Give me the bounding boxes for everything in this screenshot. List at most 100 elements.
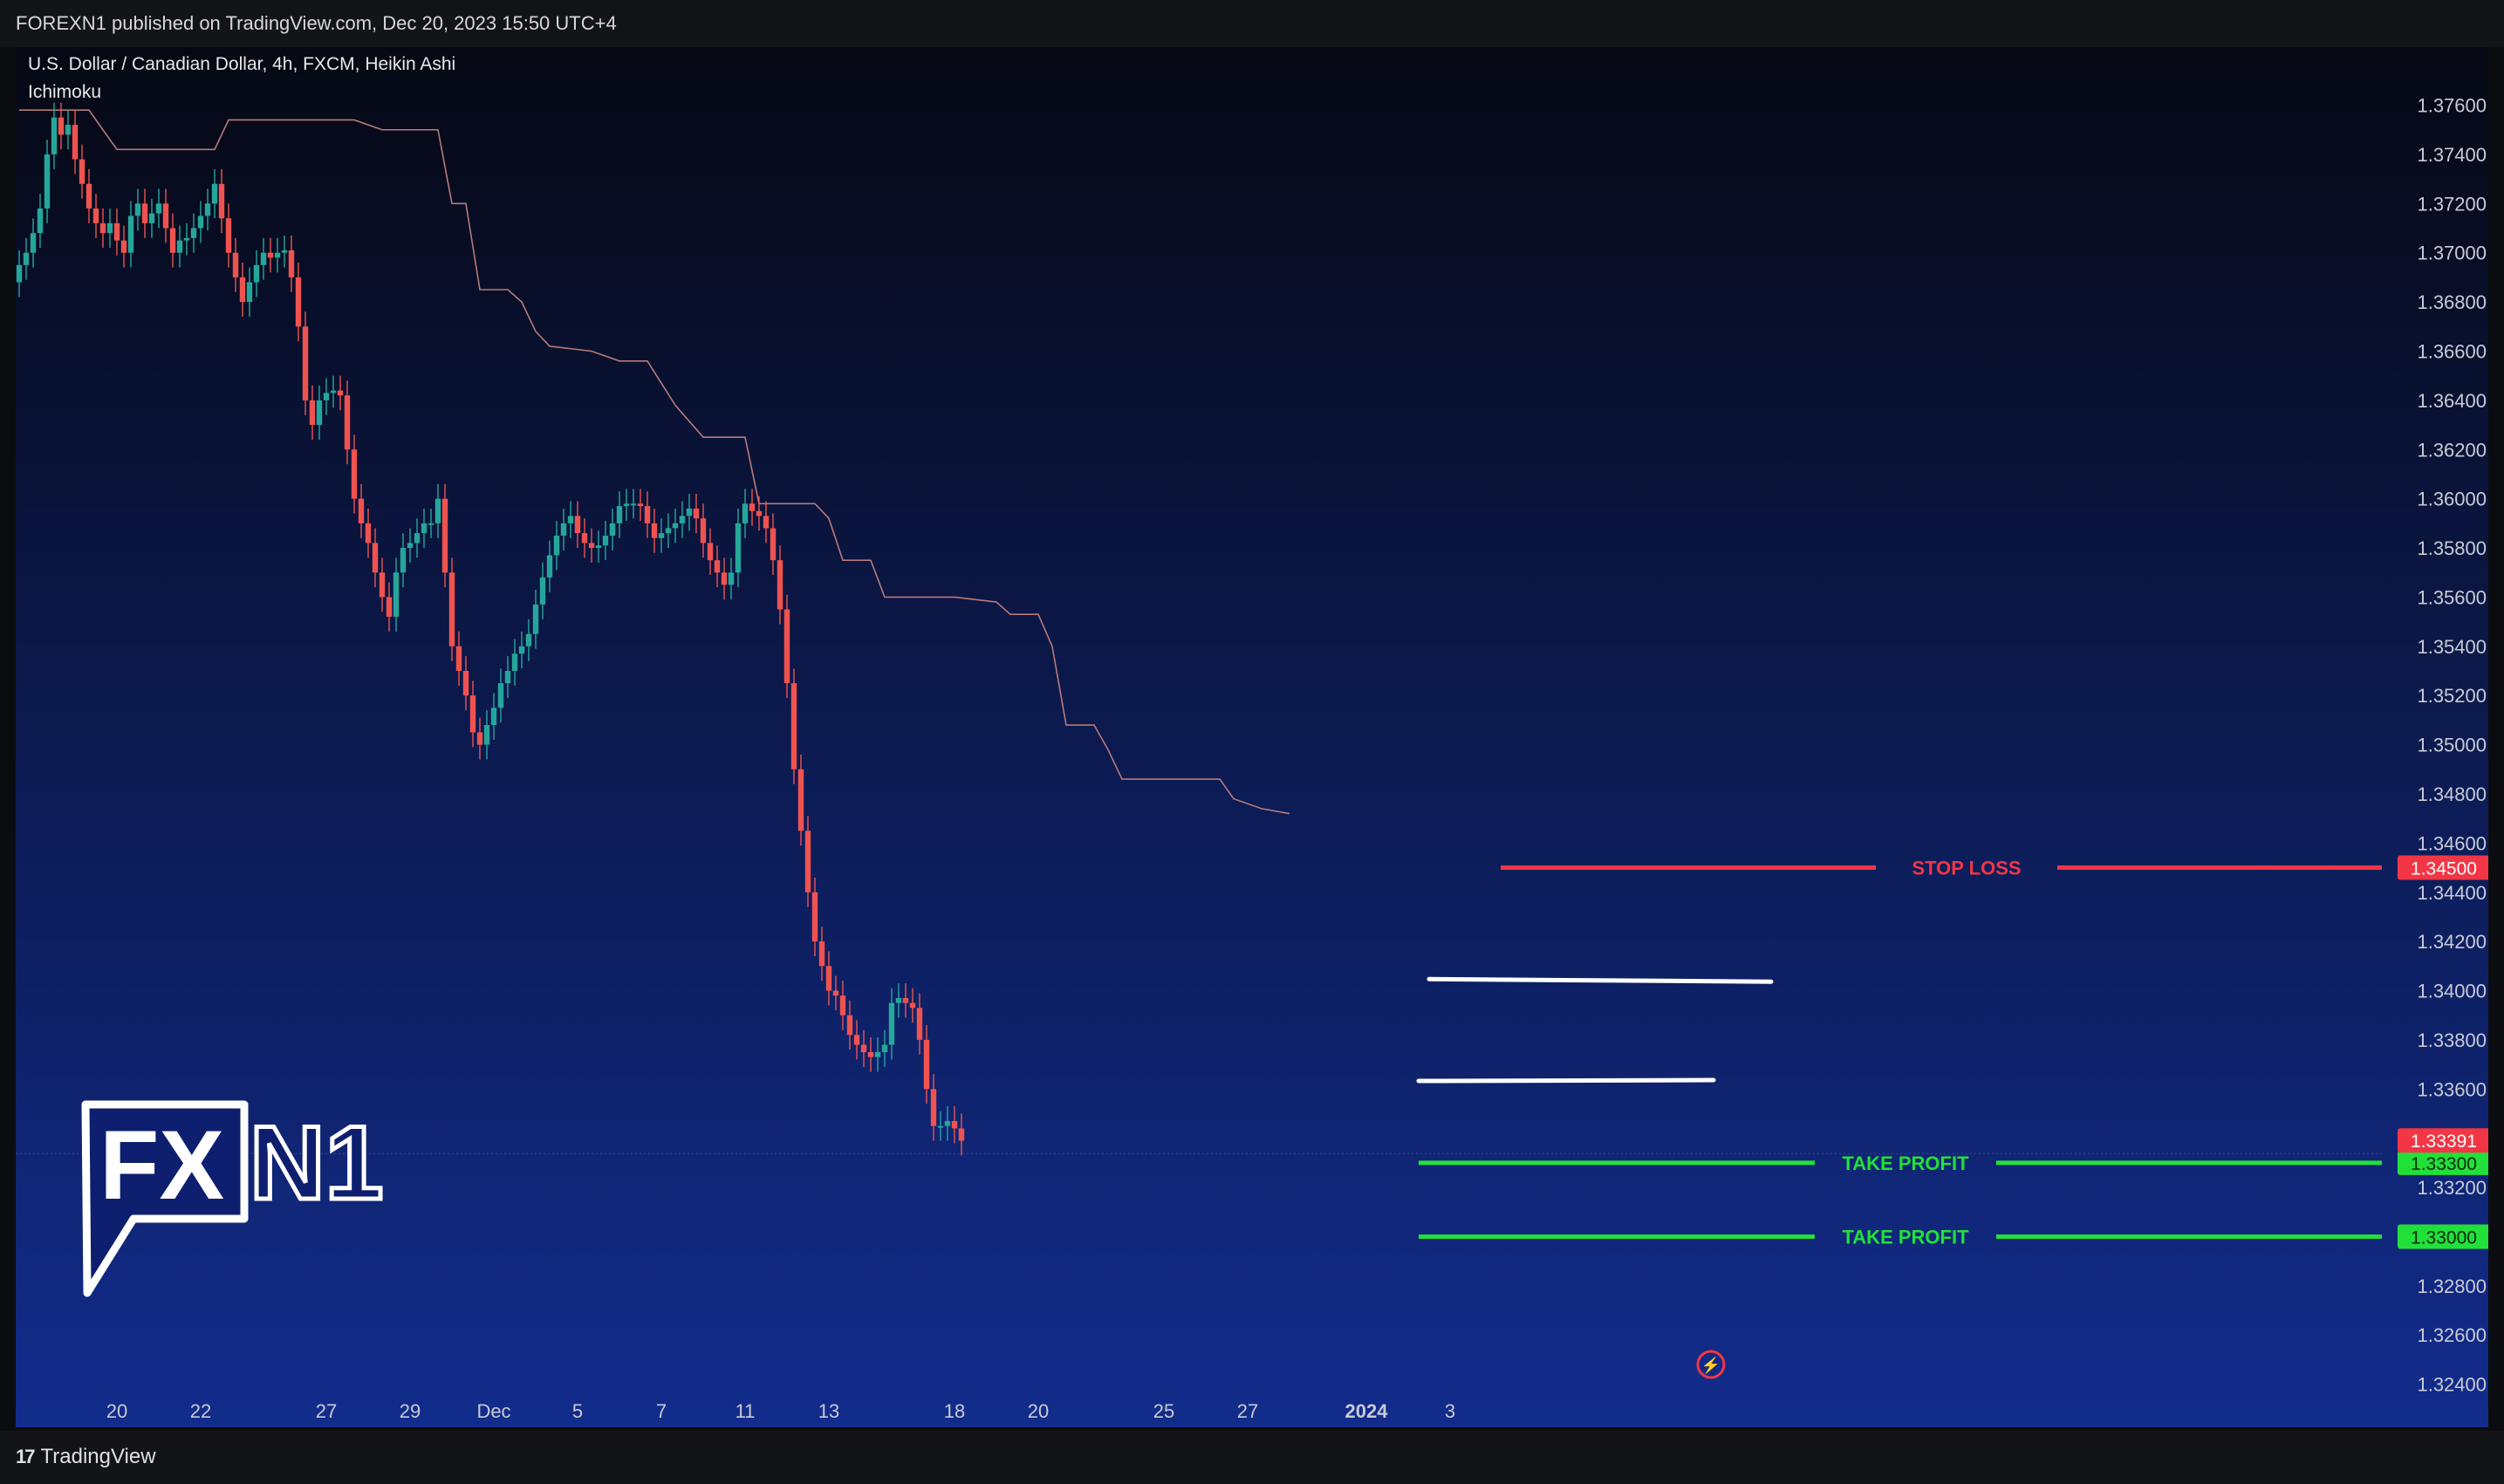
watermark-n1: N1	[250, 1104, 383, 1221]
candle-body	[183, 237, 190, 241]
candle-body	[672, 523, 679, 529]
svg-text:⚡: ⚡	[1701, 1356, 1721, 1375]
candle-body	[246, 282, 253, 303]
date-tick-label: 5	[572, 1400, 583, 1422]
date-tick-label: 3	[1445, 1400, 1455, 1422]
candle-body	[302, 326, 309, 400]
candle-body	[372, 543, 379, 573]
price-tick-label: 1.34200	[2417, 931, 2487, 953]
candle-body	[58, 117, 65, 135]
candle-body	[651, 523, 658, 538]
candle-body	[386, 597, 393, 617]
candle-body	[630, 503, 637, 506]
candle-body	[937, 1125, 944, 1128]
candle-body	[951, 1120, 958, 1129]
candle-body	[462, 671, 469, 696]
candle-body	[777, 560, 783, 610]
candle-body	[72, 125, 79, 160]
candle-body	[714, 560, 721, 573]
current-price-value: 1.33391	[2411, 1132, 2477, 1152]
candle-body	[588, 543, 595, 549]
level-price-value: 1.34500	[2411, 859, 2477, 879]
candle-body	[434, 498, 441, 523]
lightning-icon[interactable]: ⚡	[1696, 1350, 1726, 1379]
fxn1-watermark: FX N1	[81, 1100, 386, 1297]
candle-body	[51, 117, 58, 154]
candle-body	[923, 1039, 930, 1090]
candle-body	[44, 154, 51, 209]
zone-line[interactable]	[1416, 1077, 1716, 1084]
level-label: STOP LOSS	[1912, 858, 2021, 879]
candle-body	[400, 548, 407, 573]
price-tick-label: 1.33600	[2417, 1078, 2487, 1100]
candle-body	[888, 1002, 895, 1045]
candle-body	[281, 250, 288, 253]
candle-body	[106, 222, 113, 234]
date-tick-label: 22	[190, 1400, 211, 1422]
candle-body	[162, 203, 169, 229]
date-tick-label: Dec	[476, 1400, 510, 1422]
date-tick-label: 27	[1237, 1400, 1258, 1422]
candle-body	[504, 671, 511, 684]
candle-body	[790, 683, 797, 769]
price-tick-label: 1.35600	[2417, 586, 2487, 608]
zone-line[interactable]	[1426, 976, 1774, 984]
candle-body	[735, 523, 742, 573]
candle-body	[707, 543, 714, 561]
candle-body	[616, 506, 623, 523]
candle-body	[595, 545, 602, 549]
chart-area[interactable]: STOP LOSS 1.34500 TAKE PROFIT 1.33300 TAKE P…	[16, 47, 2490, 1427]
candle-body	[365, 523, 372, 544]
candle-body	[204, 203, 211, 216]
date-tick-label: 25	[1153, 1400, 1174, 1422]
candle-body	[721, 572, 728, 585]
candle-body	[644, 506, 651, 523]
candle-body	[476, 732, 483, 745]
candle-body	[148, 213, 155, 223]
publish-info: FOREXN1 published on TradingView.com, De…	[16, 12, 617, 34]
price-tick-label: 1.32400	[2417, 1374, 2487, 1396]
price-chart[interactable]: STOP LOSS 1.34500 TAKE PROFIT 1.33300 TAKE P…	[16, 47, 2490, 1427]
date-tick-label: 29	[400, 1400, 421, 1422]
candle-body	[930, 1089, 937, 1126]
price-tick-label: 1.33800	[2417, 1029, 2487, 1051]
candle-body	[176, 240, 183, 253]
candle-body	[127, 215, 134, 253]
candle-body	[860, 1044, 867, 1053]
date-tick-label: 2024	[1345, 1400, 1389, 1422]
price-tick-label: 1.37600	[2417, 95, 2487, 117]
price-tick-label: 1.37000	[2417, 243, 2487, 264]
price-tick-label: 1.32600	[2417, 1324, 2487, 1346]
date-tick-label: 20	[106, 1400, 127, 1422]
candle-body	[239, 277, 246, 303]
candle-body	[679, 516, 686, 523]
candle-body	[518, 646, 525, 654]
ichimoku-line	[19, 109, 1290, 815]
candle-body	[65, 125, 72, 135]
candle-body	[700, 518, 707, 544]
candle-body	[428, 523, 434, 525]
candle-body	[448, 572, 455, 646]
candle-body	[874, 1052, 881, 1057]
date-tick-label: 11	[735, 1400, 756, 1422]
candle-body	[134, 203, 141, 216]
candle-body	[693, 508, 700, 519]
price-tick-label: 1.35800	[2417, 537, 2487, 559]
candle-body	[309, 400, 316, 426]
candle-body	[825, 966, 832, 991]
level-price-tag	[2398, 1224, 2490, 1249]
symbol-legend[interactable]: U.S. Dollar / Canadian Dollar, 4h, FXCM,…	[28, 54, 456, 74]
candle-body	[602, 535, 609, 546]
candle-body	[818, 941, 825, 967]
candle-body	[330, 390, 337, 393]
tradingview-logo[interactable]: 17 TradingView	[16, 1445, 156, 1469]
tv-logo-icon: 17	[16, 1446, 36, 1467]
price-tick-label: 1.37400	[2417, 144, 2487, 166]
candle-body	[113, 222, 120, 241]
candle-body	[804, 831, 811, 892]
candle-body	[546, 555, 553, 578]
indicator-legend[interactable]: Ichimoku	[28, 82, 102, 102]
candle-body	[225, 218, 232, 253]
candle-body	[120, 240, 127, 253]
candle-body	[623, 503, 630, 507]
